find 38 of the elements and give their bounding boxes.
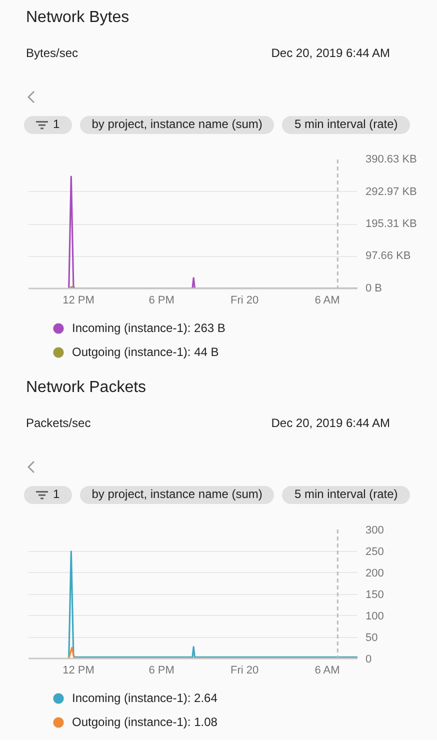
- line-series: [68, 646, 358, 658]
- y-axis-title: Bytes/sec: [26, 45, 78, 62]
- y-tick-label: 100: [366, 610, 384, 622]
- y-axis-title: Packets/sec: [26, 415, 91, 432]
- text: 5 min interval (rate): [294, 116, 398, 134]
- line-series: [67, 550, 358, 658]
- text: 5 min interval (rate): [294, 486, 398, 504]
- text: 1: [53, 486, 60, 504]
- text: by project, instance name (sum): [92, 486, 262, 504]
- x-tick-label: 12 PM: [62, 664, 94, 676]
- legend-label: Incoming (instance-1): 2.64: [72, 691, 218, 705]
- text: Dec 20, 2019 6:44 AM: [271, 415, 390, 432]
- x-tick-label: Fri 20: [230, 664, 259, 676]
- x-tick-label: 6 PM: [148, 664, 174, 676]
- y-tick-label: 0 B: [366, 282, 382, 294]
- legend-label: Outgoing (instance-1): 1.08: [72, 715, 218, 729]
- text: by project, instance name (sum): [92, 116, 262, 134]
- x-tick-label: 12 PM: [62, 294, 94, 306]
- x-tick-label: Fri 20: [230, 294, 259, 306]
- y-tick-label: 250: [366, 546, 384, 558]
- y-tick-label: 300: [366, 524, 384, 536]
- y-tick-label: 0: [366, 654, 372, 666]
- y-tick-label: 390.63 KB: [366, 154, 417, 166]
- chart-title: Network Packets: [26, 378, 146, 398]
- y-tick-label: 200: [366, 568, 384, 580]
- y-tick-label: 97.66 KB: [366, 250, 411, 262]
- legend-label: Outgoing (instance-1): 44 B: [72, 345, 219, 359]
- y-tick-label: 195.31 KB: [366, 218, 417, 230]
- text: 1: [53, 116, 60, 134]
- x-tick-label: 6 AM: [314, 664, 340, 676]
- y-tick-label: 50: [366, 632, 378, 644]
- y-tick-label: 150: [366, 589, 384, 601]
- x-tick-label: 6 AM: [314, 294, 340, 306]
- text: Dec 20, 2019 6:44 AM: [271, 45, 390, 62]
- chart-title: Network Bytes: [26, 8, 130, 28]
- y-tick-label: 292.97 KB: [366, 186, 417, 198]
- legend-label: Incoming (instance-1): 263 B: [72, 321, 226, 335]
- x-tick-label: 6 PM: [148, 294, 174, 306]
